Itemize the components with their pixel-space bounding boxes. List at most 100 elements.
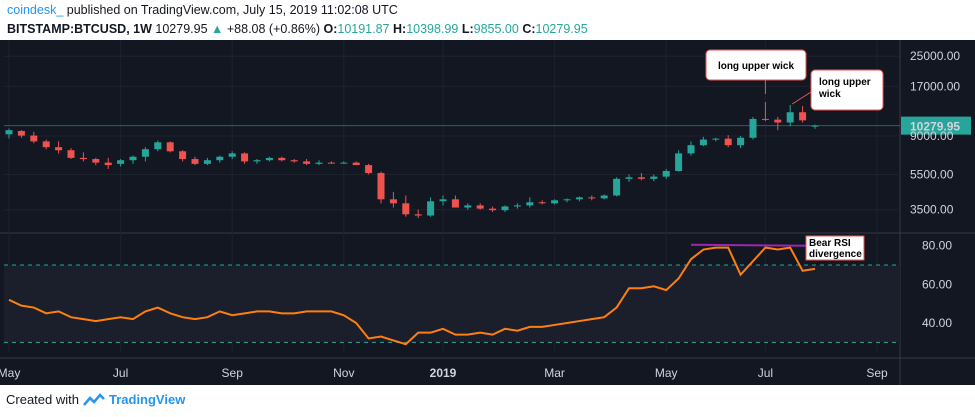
change-arrow-icon: ▲ xyxy=(211,22,224,36)
candle-body xyxy=(42,141,50,148)
candle xyxy=(476,203,484,210)
candle xyxy=(451,195,459,208)
rsi-series xyxy=(8,246,816,346)
candle-body xyxy=(129,156,137,161)
candle-body xyxy=(141,149,149,157)
candle-body xyxy=(662,170,670,177)
candle-body xyxy=(737,137,745,146)
candle xyxy=(179,150,187,162)
candle xyxy=(154,140,162,152)
candle xyxy=(737,136,745,149)
candle xyxy=(687,141,695,156)
candle-body xyxy=(191,159,199,164)
high-label: H: xyxy=(393,22,407,36)
candle-body xyxy=(253,160,261,162)
candle xyxy=(414,209,422,218)
candle-body xyxy=(278,157,286,161)
candle xyxy=(724,135,732,148)
annotation-callout: long upper wick xyxy=(705,49,807,94)
candle-body xyxy=(501,206,509,211)
rsi-bands xyxy=(4,264,900,343)
candle-body xyxy=(799,112,807,121)
ohlc-legend: BITSTAMP:BTCUSD, 1W 10279.95 ▲ +88.08 (+… xyxy=(7,22,588,36)
candle xyxy=(749,116,757,140)
candle-body xyxy=(228,153,236,157)
candle xyxy=(104,157,112,169)
candle xyxy=(327,161,335,164)
candle-body xyxy=(315,162,323,164)
candle xyxy=(55,141,63,154)
candle-body xyxy=(563,199,571,201)
candle-body xyxy=(811,125,819,127)
candle-body xyxy=(637,177,645,179)
candle xyxy=(402,195,410,217)
candle-body xyxy=(625,177,633,179)
candle-body xyxy=(117,160,125,164)
candle xyxy=(600,194,608,200)
candle xyxy=(92,157,100,166)
candle xyxy=(650,174,658,182)
candle xyxy=(129,155,137,164)
candle-body xyxy=(538,202,546,204)
price-tick-label: 25000.00 xyxy=(910,49,960,63)
publish-info: coindesk_ published on TradingView.com, … xyxy=(7,3,398,17)
candle-body xyxy=(699,139,707,146)
high-value: 10398.99 xyxy=(406,22,459,36)
candle-body xyxy=(414,214,422,216)
candle-body xyxy=(551,200,559,204)
candle xyxy=(712,137,720,142)
last-price-label: 10279.95 xyxy=(910,120,960,134)
candle xyxy=(166,141,174,153)
candle-body xyxy=(79,157,87,160)
rsi-band-fill xyxy=(4,265,900,343)
close-label: C: xyxy=(522,22,536,36)
candle xyxy=(42,139,50,150)
date-tick-label: Jul xyxy=(113,366,128,380)
candle-body xyxy=(575,197,583,200)
low-value: 9855.00 xyxy=(473,22,519,36)
candle xyxy=(17,130,25,138)
date-tick-label: Sep xyxy=(866,366,888,380)
rsi-tick-label: 60.00 xyxy=(922,277,952,291)
candle-body xyxy=(476,205,484,209)
candle-body xyxy=(154,142,162,150)
date-axis: May Jul Sep Nov 2019 Mar May Jul Sep xyxy=(0,366,888,380)
candle xyxy=(501,205,509,213)
candle-body xyxy=(216,156,224,161)
candle-body xyxy=(712,138,720,140)
candle xyxy=(625,174,633,182)
date-tick-label: Jul xyxy=(758,366,773,380)
author-name[interactable]: coindesk_ xyxy=(7,3,64,17)
candle-body xyxy=(650,176,658,179)
tradingview-brand[interactable]: TradingView xyxy=(108,392,186,407)
candle xyxy=(241,152,249,164)
candle xyxy=(5,128,13,139)
candle xyxy=(489,206,497,213)
candle xyxy=(191,156,199,166)
candle xyxy=(203,157,211,166)
candle xyxy=(799,106,807,123)
open-label: O: xyxy=(323,22,338,36)
candle-body xyxy=(104,162,112,166)
candle-body xyxy=(786,112,794,123)
candle xyxy=(613,177,621,197)
candle-body xyxy=(17,130,25,136)
footer: Created with TradingView xyxy=(6,392,185,407)
candle xyxy=(774,116,782,131)
candle xyxy=(563,198,571,203)
annotation-text: divergence xyxy=(809,249,862,260)
candle xyxy=(575,196,583,202)
candle-body xyxy=(675,153,683,171)
candle-body xyxy=(613,178,621,196)
price-change: +88.08 (+0.86%) xyxy=(226,22,320,36)
candle-body xyxy=(5,130,13,135)
candle-body xyxy=(464,205,472,208)
symbol-label: BITSTAMP:BTCUSD, 1W xyxy=(7,22,152,36)
candle xyxy=(662,168,670,179)
created-with-text: Created with xyxy=(6,392,79,407)
candle-body xyxy=(774,119,782,123)
